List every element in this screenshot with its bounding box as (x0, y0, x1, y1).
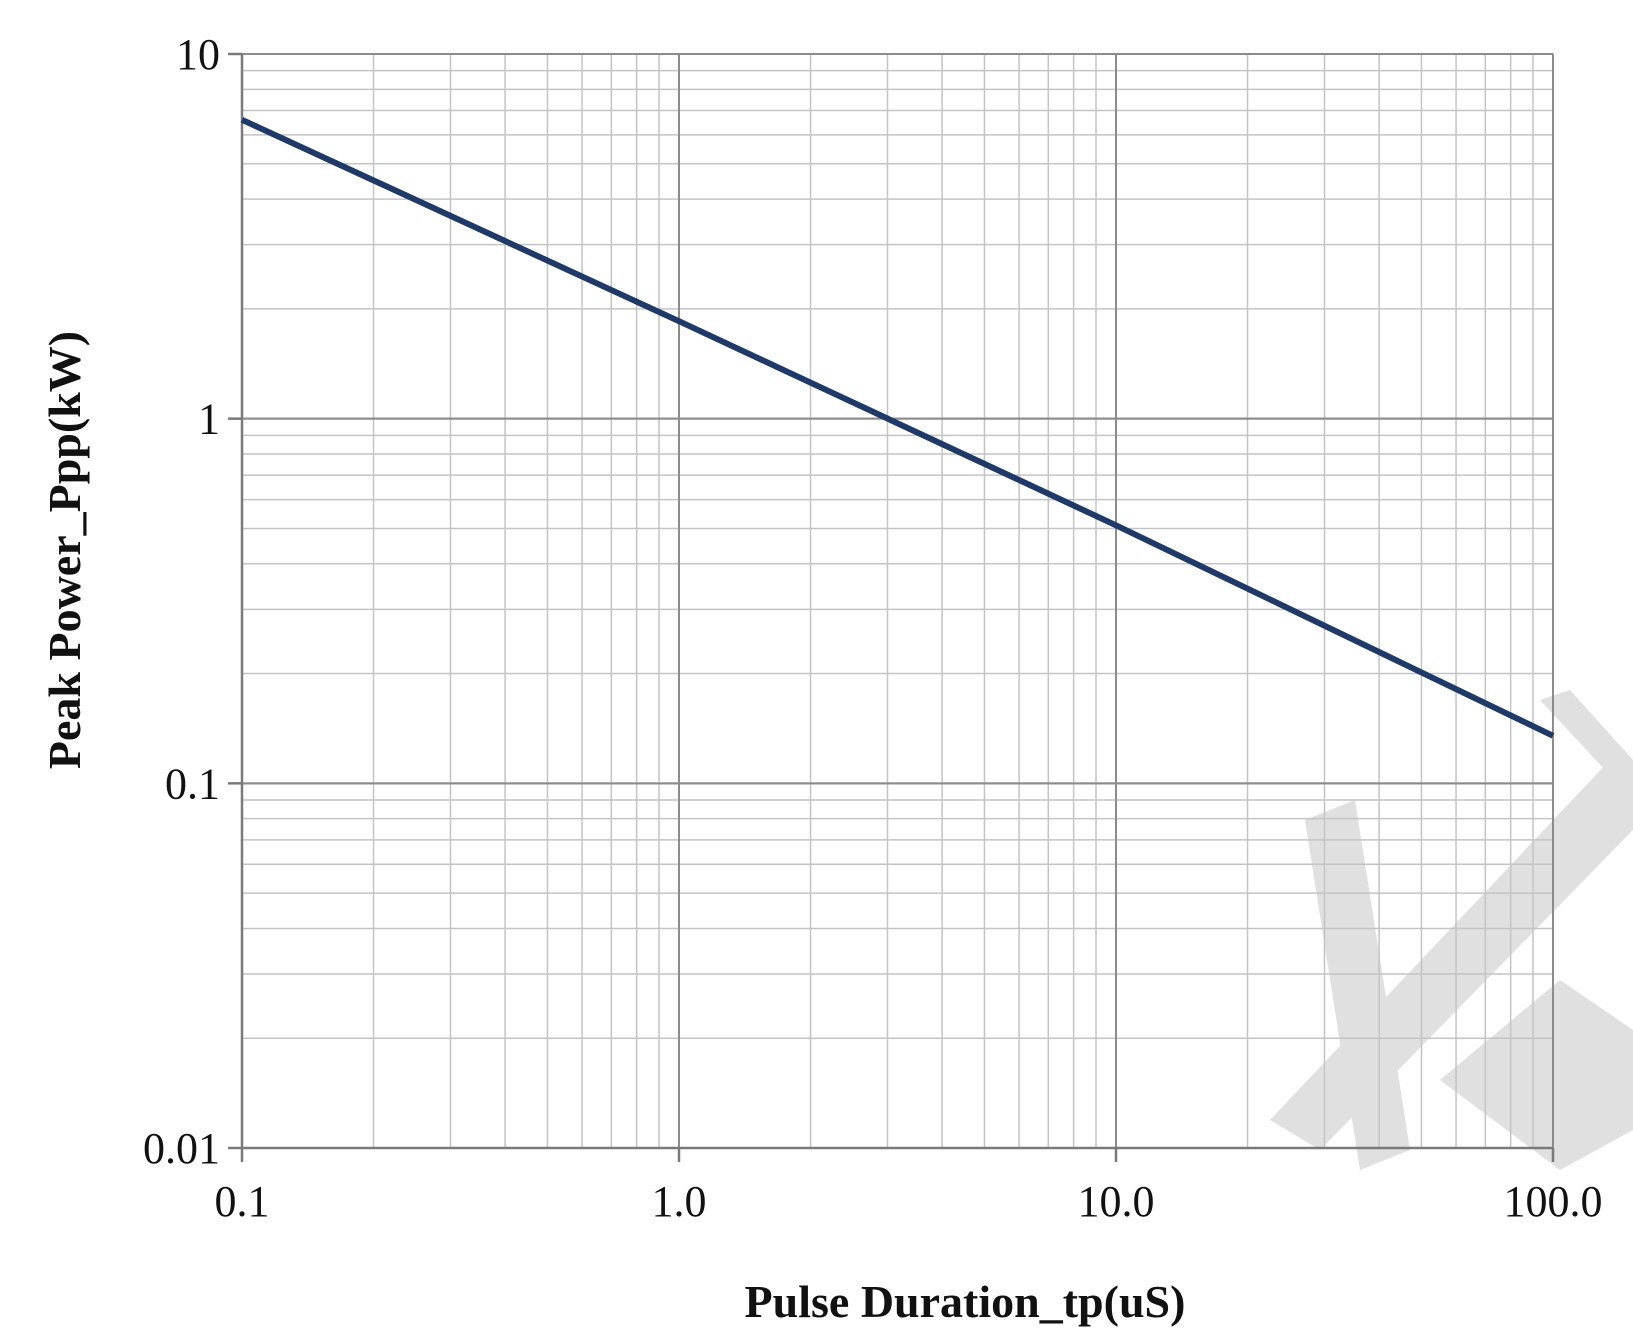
y-axis-title: Peak Power_Ppp(kW) (39, 331, 90, 769)
x-tick-label: 10.0 (1078, 1177, 1155, 1226)
axes (228, 52, 1555, 1162)
watermark-stroke (1540, 690, 1633, 800)
x-axis-title: Pulse Duration_tp(uS) (745, 1276, 1186, 1327)
x-tick-label: 100.0 (1504, 1177, 1603, 1226)
y-tick-labels: 10 1 0.1 0.01 (143, 30, 220, 1173)
grid-minor (242, 54, 1553, 1148)
y-tick-label: 0.01 (143, 1124, 220, 1173)
series-line (240, 117, 1555, 739)
x-tick-label: 0.1 (215, 1177, 270, 1226)
watermark-stroke (1270, 760, 1633, 1150)
y-tick-label: 1 (198, 395, 220, 444)
y-tick-label: 0.1 (165, 759, 220, 808)
series-layer (240, 117, 1555, 739)
x-tick-labels: 0.1 1.0 10.0 100.0 (215, 1177, 1603, 1226)
watermark-stroke (1440, 980, 1633, 1170)
y-tick-label: 10 (176, 30, 220, 79)
x-tick-label: 1.0 (652, 1177, 707, 1226)
